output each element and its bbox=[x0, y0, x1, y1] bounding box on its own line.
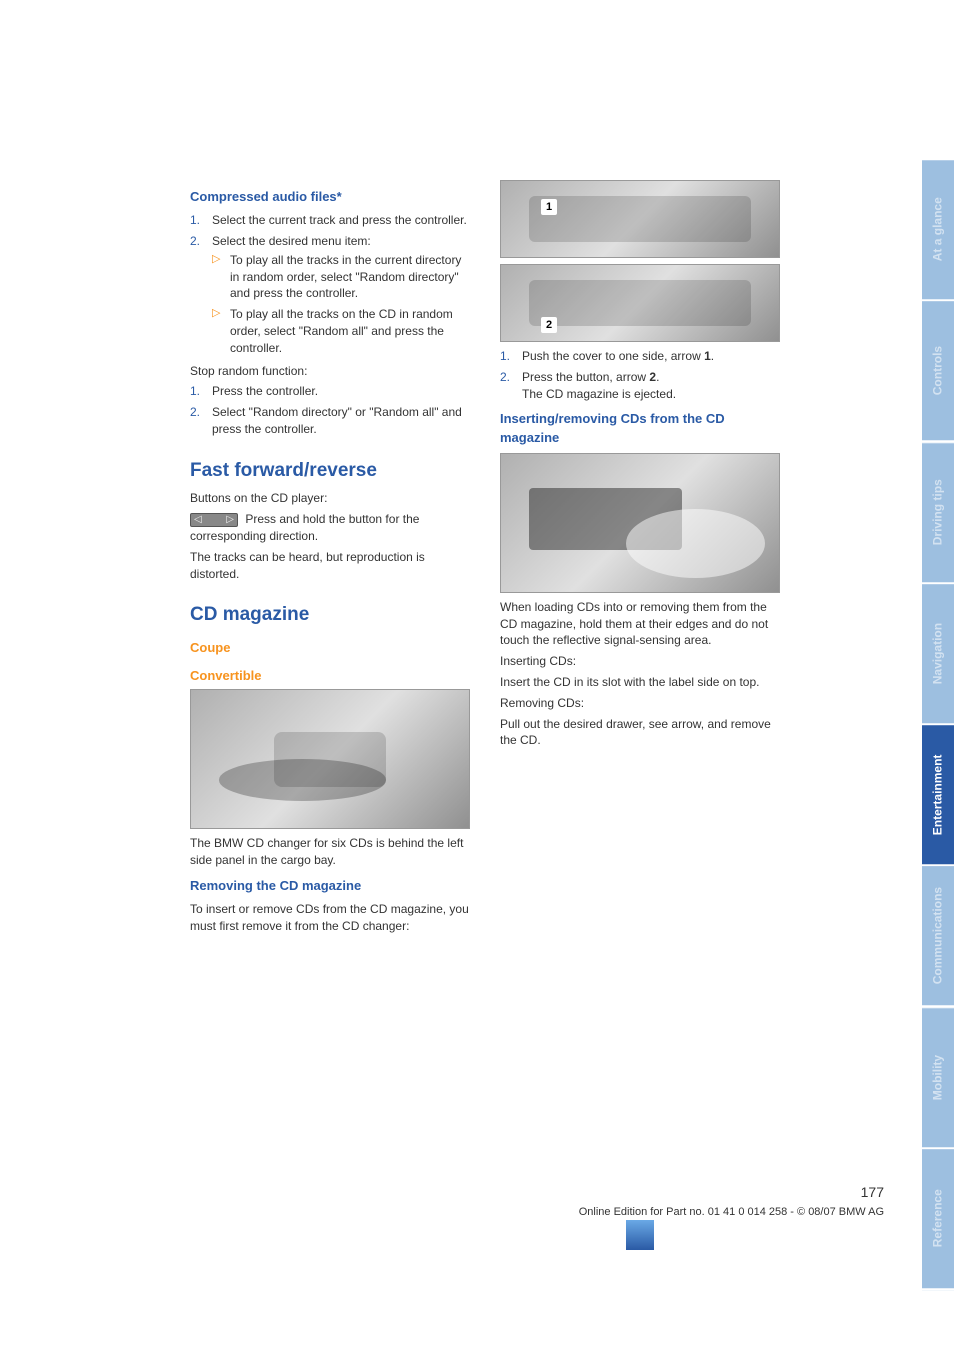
sublist-item: To play all the tracks in the current di… bbox=[212, 252, 470, 302]
list-item: Select the desired menu item: To play al… bbox=[190, 233, 470, 357]
fast-line2: Press and hold the button for the corres… bbox=[190, 511, 470, 545]
photo-changer-arrow1: 1 bbox=[500, 180, 780, 258]
photo-shape bbox=[529, 280, 751, 326]
insert-para: When loading CDs into or removing them f… bbox=[500, 599, 780, 649]
photo-shape bbox=[626, 509, 765, 578]
heading-fast-forward: Fast forward/reverse bbox=[190, 458, 470, 485]
heading-insert-remove: Inserting/removing CDs from the CD magaz… bbox=[500, 410, 780, 446]
section-tab[interactable]: Communications bbox=[922, 866, 954, 1007]
compressed-list: Select the current track and press the c… bbox=[190, 212, 470, 356]
stop-label: Stop random function: bbox=[190, 363, 470, 380]
heading-removing-magazine: Removing the CD magazine bbox=[190, 877, 470, 895]
heading-convertible: Convertible bbox=[190, 667, 470, 685]
fast-line3: The tracks can be heard, but reproductio… bbox=[190, 549, 470, 583]
seek-button-icon bbox=[190, 513, 238, 527]
list-text: Select the current track and press the c… bbox=[212, 213, 467, 227]
photo-shape bbox=[219, 759, 386, 800]
sublist: To play all the tracks in the current di… bbox=[212, 252, 470, 357]
section-tab[interactable]: Navigation bbox=[922, 584, 954, 725]
sublist-item: To play all the tracks on the CD in rand… bbox=[212, 306, 470, 356]
list-item: Select "Random directory" or "Random all… bbox=[190, 404, 470, 438]
heading-coupe: Coupe bbox=[190, 639, 470, 657]
footer-line: Online Edition for Part no. 01 41 0 014 … bbox=[0, 1205, 884, 1220]
section-tab[interactable]: Driving tips bbox=[922, 443, 954, 584]
photo-cargo-bay bbox=[190, 689, 470, 829]
page-marker bbox=[626, 1220, 654, 1250]
list-item: Select the current track and press the c… bbox=[190, 212, 470, 229]
push-steps: Push the cover to one side, arrow 1. Pre… bbox=[500, 348, 780, 402]
section-tab[interactable]: At a glance bbox=[922, 160, 954, 301]
section-tab[interactable]: Controls bbox=[922, 301, 954, 442]
footer: 177 Online Edition for Part no. 01 41 0 … bbox=[0, 1183, 884, 1220]
bold-1: 1 bbox=[704, 349, 711, 363]
left-column: Compressed audio files* Select the curre… bbox=[190, 180, 470, 939]
photo-magazine bbox=[500, 453, 780, 593]
removing-label: Removing CDs: bbox=[500, 695, 780, 712]
step2b: The CD magazine is ejected. bbox=[522, 387, 676, 401]
side-tabs: At a glanceControlsDriving tipsNavigatio… bbox=[922, 160, 954, 1290]
inserting-label: Inserting CDs: bbox=[500, 653, 780, 670]
list-text: Select the desired menu item: bbox=[212, 234, 371, 248]
right-column: 1 2 Push the cover to one side, arrow 1.… bbox=[500, 180, 780, 939]
heading-cd-magazine: CD magazine bbox=[190, 602, 470, 629]
inserting-body: Insert the CD in its slot with the label… bbox=[500, 674, 780, 691]
remove-body: To insert or remove CDs from the CD maga… bbox=[190, 901, 470, 935]
list-item: Push the cover to one side, arrow 1. bbox=[500, 348, 780, 365]
bold-2: 2 bbox=[649, 370, 656, 384]
page-number: 177 bbox=[0, 1183, 884, 1203]
arrow-badge-2: 2 bbox=[541, 317, 557, 333]
photo-changer-arrow2: 2 bbox=[500, 264, 780, 342]
fast-line1: Buttons on the CD player: bbox=[190, 490, 470, 507]
arrow-badge-1: 1 bbox=[541, 199, 557, 215]
heading-compressed-audio: Compressed audio files* bbox=[190, 188, 470, 206]
stop-list: Press the controller. Select "Random dir… bbox=[190, 383, 470, 437]
section-tab[interactable]: Mobility bbox=[922, 1008, 954, 1149]
after-photo-text: The BMW CD changer for six CDs is behind… bbox=[190, 835, 470, 869]
removing-body: Pull out the desired drawer, see arrow, … bbox=[500, 716, 780, 750]
section-tab[interactable]: Reference bbox=[922, 1149, 954, 1290]
list-item: Press the button, arrow 2.The CD magazin… bbox=[500, 369, 780, 403]
list-item: Press the controller. bbox=[190, 383, 470, 400]
photo-shape bbox=[529, 196, 751, 242]
section-tab[interactable]: Entertainment bbox=[922, 725, 954, 866]
page-content: Compressed audio files* Select the curre… bbox=[0, 0, 954, 979]
